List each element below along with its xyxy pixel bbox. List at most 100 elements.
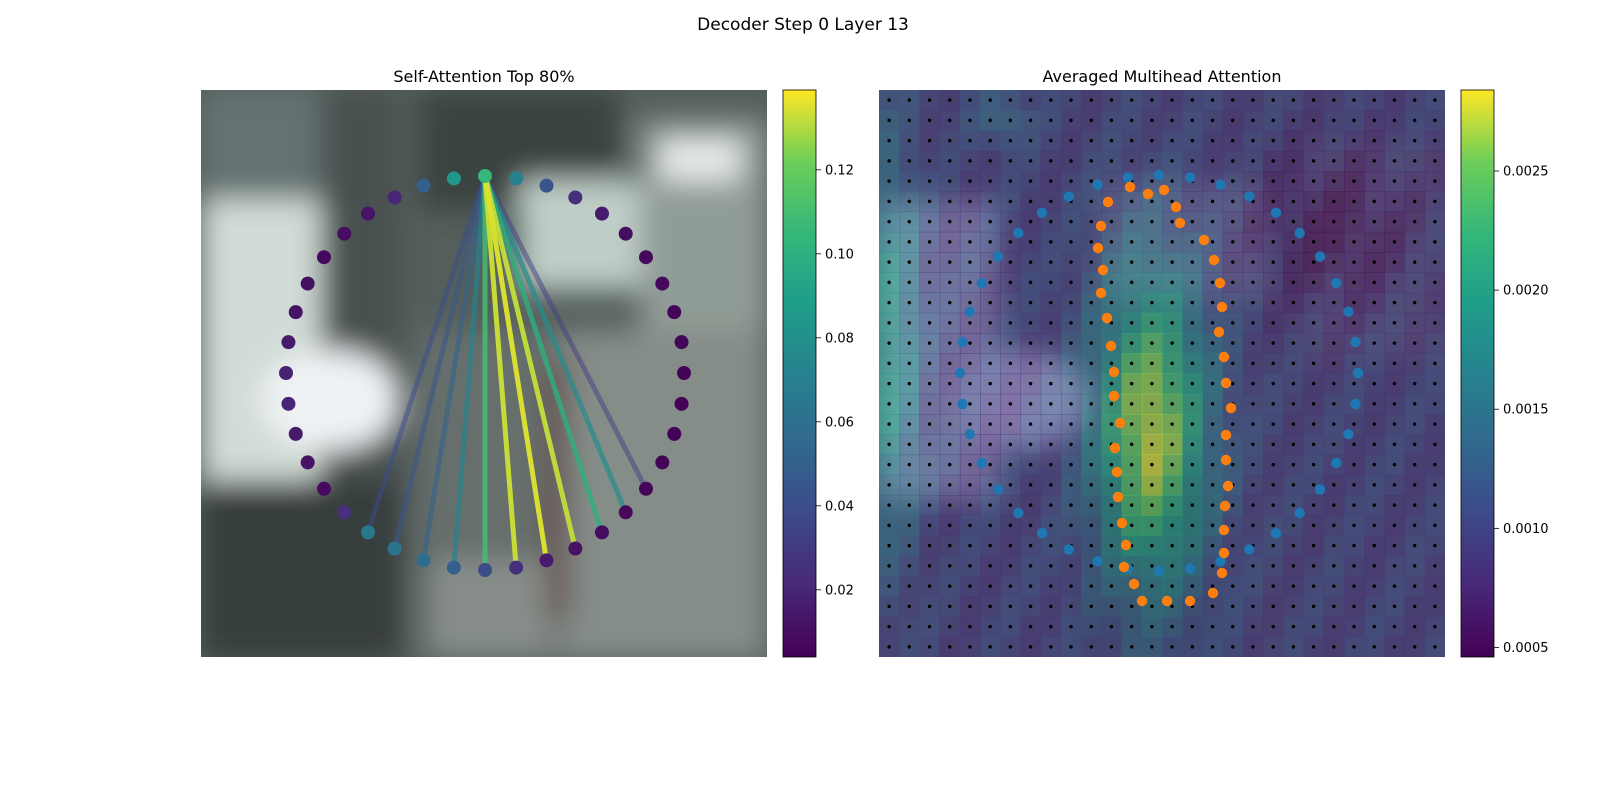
grid-dot [1028, 300, 1033, 305]
grid-dot [1352, 422, 1356, 426]
grid-dot [1271, 300, 1275, 305]
grid-dot [927, 604, 932, 609]
grid-dot [1271, 361, 1275, 366]
grid-dot [887, 624, 891, 629]
grid-dot [1251, 462, 1255, 467]
grid-dot [1352, 624, 1356, 629]
grid-dot [1210, 422, 1215, 426]
grid-dot [1109, 503, 1114, 507]
grid-dot [948, 584, 952, 588]
grid-dot [1372, 118, 1376, 123]
grid-dot [1352, 483, 1356, 487]
outer-contour-point [1122, 172, 1134, 183]
grid-dot [927, 361, 932, 366]
grid-dot [1008, 219, 1013, 224]
grid-dot [907, 381, 912, 386]
grid-dot [1231, 159, 1235, 163]
grid-dot [1190, 523, 1195, 528]
grid-dot [1028, 118, 1033, 123]
grid-dot [1028, 422, 1033, 426]
grid-dot [968, 260, 972, 264]
grid-dot [1271, 321, 1275, 325]
grid-dot [948, 523, 952, 528]
outer-contour-point [1352, 367, 1364, 379]
grid-dot [927, 138, 932, 143]
inner-contour-point [1198, 234, 1210, 246]
grid-dot [1311, 98, 1316, 102]
grid-dot [1170, 523, 1174, 528]
grid-dot [1008, 503, 1013, 507]
grid-dot [1210, 321, 1215, 325]
grid-dot [1311, 240, 1316, 244]
grid-dot [1352, 300, 1356, 305]
grid-dot [1028, 604, 1033, 609]
grid-dot [1008, 402, 1013, 406]
grid-dot [948, 645, 952, 649]
grid-dot [1109, 98, 1114, 102]
grid-dot [1392, 321, 1397, 325]
grid-dot [1129, 422, 1134, 426]
grid-dot [1231, 645, 1235, 649]
inner-contour-point [1213, 326, 1225, 338]
grid-dot [1190, 624, 1195, 629]
grid-dot [1170, 138, 1174, 143]
inner-contour-point [1109, 442, 1121, 454]
grid-dot [1150, 300, 1154, 305]
grid-dot [887, 280, 891, 285]
grid-dot [1392, 118, 1397, 123]
grid-dot [1170, 280, 1174, 285]
polygon-vertex [416, 178, 431, 193]
grid-dot [927, 280, 932, 285]
grid-dot [1271, 280, 1275, 285]
grid-dot [1251, 219, 1255, 224]
grid-dot [988, 321, 992, 325]
grid-dot [1332, 321, 1336, 325]
outer-contour-point [964, 306, 975, 317]
grid-dot [1291, 280, 1296, 285]
grid-dot [1392, 280, 1397, 285]
grid-dot [1008, 645, 1013, 649]
grid-dot [1190, 260, 1195, 264]
grid-dot [1049, 402, 1053, 406]
grid-dot [1332, 361, 1336, 366]
inner-contour-point [1220, 454, 1232, 466]
outer-contour-point [1184, 563, 1196, 574]
grid-dot [887, 483, 891, 487]
grid-dot [887, 402, 891, 406]
grid-dot [1311, 118, 1316, 123]
attention-edge [482, 175, 549, 561]
grid-dot [1291, 179, 1296, 183]
grid-dot [887, 118, 891, 123]
grid-dot [1170, 402, 1174, 406]
grid-dot [1210, 543, 1215, 548]
grid-dot [968, 159, 972, 163]
grid-dot [1251, 341, 1255, 345]
grid-dot [1049, 381, 1053, 386]
grid-dot [1311, 361, 1316, 366]
polygon-vertex [618, 226, 633, 241]
grid-dot [1372, 564, 1376, 568]
grid-dot [1210, 624, 1215, 629]
grid-dot [1089, 604, 1093, 609]
grid-dot [907, 179, 912, 183]
grid-dot [907, 321, 912, 325]
grid-dot [1008, 159, 1013, 163]
grid-dot [1251, 503, 1255, 507]
outer-contour-point [1215, 179, 1226, 190]
grid-dot [1251, 483, 1255, 487]
grid-dot [1129, 260, 1134, 264]
grid-dot [1129, 300, 1134, 305]
grid-dot [1150, 159, 1154, 163]
grid-dot [1190, 341, 1195, 345]
polygon-vertex [361, 525, 376, 540]
grid-dot [907, 503, 912, 507]
grid-dot [1412, 564, 1417, 568]
grid-dot [1412, 159, 1417, 163]
grid-dot [1170, 462, 1174, 467]
grid-dot [1049, 584, 1053, 588]
grid-dot [907, 118, 912, 123]
grid-dot [1150, 402, 1154, 406]
grid-dot [1271, 543, 1275, 548]
inner-contour-point [1128, 578, 1140, 590]
grid-dot [1372, 98, 1376, 102]
